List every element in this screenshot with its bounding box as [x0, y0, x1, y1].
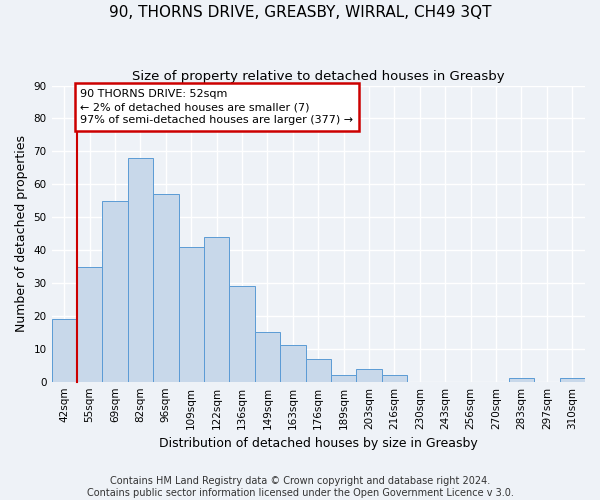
Bar	[280, 346, 305, 382]
Text: Contains HM Land Registry data © Crown copyright and database right 2024.
Contai: Contains HM Land Registry data © Crown c…	[86, 476, 514, 498]
Text: 90 THORNS DRIVE: 52sqm
← 2% of detached houses are smaller (7)
97% of semi-detac: 90 THORNS DRIVE: 52sqm ← 2% of detached …	[80, 89, 353, 125]
Bar	[128, 158, 153, 382]
Bar	[382, 375, 407, 382]
Bar	[229, 286, 255, 382]
X-axis label: Distribution of detached houses by size in Greasby: Distribution of detached houses by size …	[159, 437, 478, 450]
Y-axis label: Number of detached properties: Number of detached properties	[15, 135, 28, 332]
Bar	[255, 332, 280, 382]
Bar	[77, 266, 103, 382]
Title: Size of property relative to detached houses in Greasby: Size of property relative to detached ho…	[132, 70, 505, 83]
Text: 90, THORNS DRIVE, GREASBY, WIRRAL, CH49 3QT: 90, THORNS DRIVE, GREASBY, WIRRAL, CH49 …	[109, 5, 491, 20]
Bar	[153, 194, 179, 382]
Bar	[356, 368, 382, 382]
Bar	[103, 200, 128, 382]
Bar	[305, 358, 331, 382]
Bar	[560, 378, 585, 382]
Bar	[509, 378, 534, 382]
Bar	[179, 247, 204, 382]
Bar	[52, 319, 77, 382]
Bar	[204, 237, 229, 382]
Bar	[331, 375, 356, 382]
